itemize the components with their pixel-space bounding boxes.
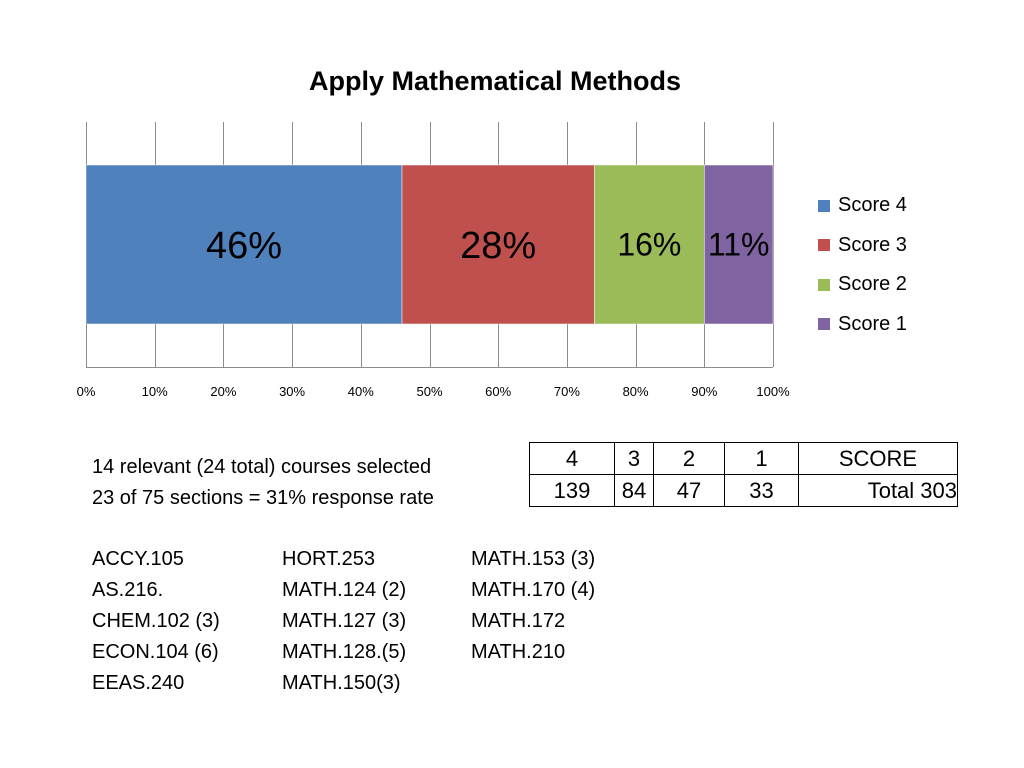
x-tick-label: 80% (623, 384, 649, 399)
legend-label-score-4: Score 4 (838, 194, 907, 217)
course-column-2: HORT.253 MATH.124 (2) MATH.127 (3) MATH.… (282, 544, 406, 699)
courses-selected-text: 14 relevant (24 total) courses selected (92, 456, 432, 478)
legend-label-score-1: Score 1 (838, 312, 907, 335)
course-item: MATH.210 (471, 641, 566, 663)
course-item: MATH.150(3) (282, 672, 401, 694)
score-total: Total 303 (798, 474, 958, 507)
score-count-1: 33 (724, 474, 799, 507)
legend-item-score-2: Score 2 (818, 265, 907, 305)
score-header-2: 2 (653, 442, 725, 475)
legend-swatch-score-1 (818, 318, 830, 331)
score-table: 4 3 2 1 SCORE 139 84 47 33 Total 303 (529, 442, 958, 507)
score-header-3: 3 (614, 442, 654, 475)
course-column-1: ACCY.105 AS.216. CHEM.102 (3) ECON.104 (… (92, 544, 220, 699)
x-tick-label: 70% (554, 384, 580, 399)
x-tick-label: 60% (485, 384, 511, 399)
legend-item-score-4: Score 4 (818, 186, 907, 226)
legend-item-score-3: Score 3 (818, 226, 907, 266)
bar-segment-score-1 (704, 164, 774, 325)
legend-label-score-3: Score 3 (838, 233, 907, 256)
data-label: 16% (617, 227, 681, 263)
score-count-3: 84 (614, 474, 654, 507)
x-tick-label: 10% (142, 384, 168, 399)
course-item: MATH.124 (2) (282, 579, 407, 601)
score-table-header-row: 4 3 2 1 SCORE (529, 442, 958, 475)
score-table-value-row: 139 84 47 33 Total 303 (529, 474, 958, 507)
course-item: ECON.104 (6) (92, 641, 219, 663)
legend-swatch-score-2 (818, 278, 830, 291)
bar-segment-score-4 (85, 164, 403, 325)
bar-segment-score-2 (594, 164, 705, 325)
chart-legend: Score 4 Score 3 Score 2 Score 1 (818, 186, 907, 344)
data-label: 46% (206, 225, 282, 267)
course-item: MATH.170 (4) (471, 579, 596, 601)
course-item: HORT.253 (282, 548, 376, 570)
bar-segment-score-3 (401, 164, 595, 325)
course-item: MATH.127 (3) (282, 610, 407, 632)
score-header-1: 1 (724, 442, 799, 475)
x-tick-label: 30% (279, 384, 305, 399)
legend-label-score-2: Score 2 (838, 273, 907, 296)
legend-item-score-1: Score 1 (818, 305, 907, 345)
survey-info: 14 relevant (24 total) courses selected … (92, 452, 434, 514)
response-rate-text: 23 of 75 sections = 31% response rate (92, 487, 434, 509)
score-count-4: 139 (529, 474, 615, 507)
course-column-3: MATH.153 (3) MATH.170 (4) MATH.172 MATH.… (471, 544, 595, 668)
x-tick-label: 40% (348, 384, 374, 399)
course-item: ACCY.105 (92, 548, 184, 570)
data-label: 28% (460, 225, 536, 267)
course-item: MATH.172 (471, 610, 566, 632)
course-item: MATH.128.(5) (282, 641, 407, 663)
stacked-bar-chart: 46% 28% 16% 11% 0% 10% 20% 30% 40% 50% 60% 70% 80% 90… (77, 122, 790, 399)
x-tick-label: 100% (756, 384, 790, 399)
legend-swatch-score-4 (818, 199, 830, 212)
chart-title: Apply Mathematical Methods (308, 66, 682, 96)
score-header-score: SCORE (798, 442, 958, 475)
x-tick-label: 20% (210, 384, 236, 399)
course-item: AS.216. (92, 579, 164, 601)
course-item: CHEM.102 (3) (92, 610, 220, 632)
legend-swatch-score-3 (818, 239, 830, 252)
x-tick-label: 0% (77, 384, 96, 399)
data-label: 11% (708, 227, 770, 263)
score-count-2: 47 (653, 474, 725, 507)
course-item: MATH.153 (3) (471, 548, 596, 570)
score-header-4: 4 (529, 442, 615, 475)
course-item: EEAS.240 (92, 672, 185, 694)
x-tick-label: 90% (691, 384, 717, 399)
x-tick-label: 50% (416, 384, 442, 399)
